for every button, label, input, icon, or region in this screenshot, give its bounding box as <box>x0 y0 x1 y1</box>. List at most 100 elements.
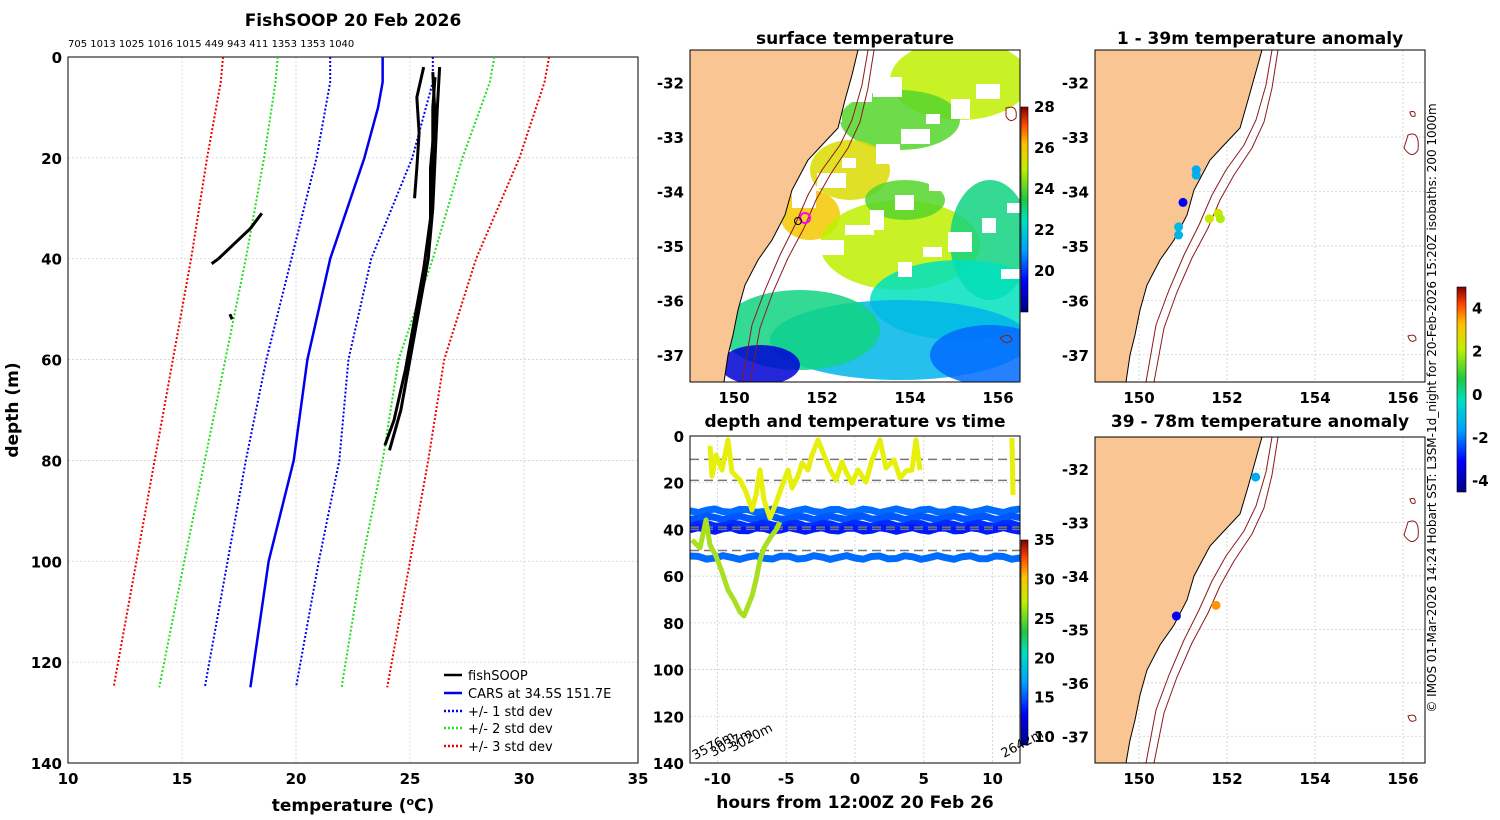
profile-ytick-2: 40 <box>41 251 62 269</box>
anomaly1-point-4 <box>1191 165 1201 175</box>
sst-gap-6 <box>848 92 872 102</box>
sst-gap-19 <box>817 173 846 188</box>
anomaly1-xtick-3: 156 <box>1387 389 1418 407</box>
surface-frame <box>689 49 1021 383</box>
ts-ytick-4: 80 <box>663 615 684 633</box>
profile-xtick-4: 30 <box>514 770 535 788</box>
anomaly2-points <box>1171 472 1261 621</box>
profile-xtick-3: 25 <box>400 770 421 788</box>
sst-gap-16 <box>898 262 912 277</box>
anomaly-cb-tick-0: 4 <box>1472 300 1482 318</box>
anomaly2-point-0 <box>1251 472 1261 482</box>
sst-gap-17 <box>951 99 970 119</box>
profile-legend: fishSOOP CARS at 34.5S 151.7E +/- 1 std … <box>436 664 636 762</box>
profile-frame <box>67 56 639 764</box>
profile-ylabel: depth (m) <box>3 362 23 457</box>
legend-std3: +/- 3 std dev <box>468 740 553 755</box>
anomaly2-title: 39 - 78m temperature anomaly <box>1111 412 1409 432</box>
timeseries-traces <box>690 458 1020 563</box>
anomaly1-xtick-1: 152 <box>1211 389 1242 407</box>
ts-ytick-0: 0 <box>674 428 684 446</box>
sst-gap-2 <box>876 144 900 164</box>
anomaly2-isobath-1000 <box>1153 437 1279 763</box>
anomaly1-point-2 <box>1178 197 1188 207</box>
anomaly1-island-isobath <box>1403 133 1419 155</box>
profile-xtick-5: 35 <box>628 770 649 788</box>
anomaly2-island-isobath-south <box>1407 714 1417 722</box>
timeseries-upper-trace <box>707 437 923 521</box>
ts-trace-4 <box>690 552 1020 563</box>
anomaly-colorbar-ticks: 4 2 0 -2 -4 <box>1472 300 1489 491</box>
legend-std1: +/- 1 std dev <box>468 705 553 720</box>
sst-gap-15 <box>845 225 874 235</box>
ts-xtick-2: 0 <box>850 770 860 788</box>
sst-gap-27 <box>1001 269 1020 279</box>
timeseries-colorbar <box>1020 539 1029 746</box>
anomaly2-ytick-4: -36 <box>1062 675 1089 693</box>
ts-ytick-7: 140 <box>653 755 684 773</box>
timeseries-dive-trace <box>690 517 783 619</box>
surface-ytick-5: -37 <box>657 347 684 365</box>
profile-ytick-3: 60 <box>41 352 62 370</box>
profile-ytick-1: 20 <box>41 150 62 168</box>
surface-ytick-1: -33 <box>657 129 684 147</box>
profile-xlabel: temperature (oC) <box>272 795 435 817</box>
anomaly2-isobath-200 <box>1145 437 1273 763</box>
surface-title: surface temperature <box>756 29 954 49</box>
surface-cb-tick-4: 28 <box>1034 98 1055 116</box>
anomaly1-point-5 <box>1204 214 1214 224</box>
anomaly2-ytick-3: -35 <box>1062 621 1089 639</box>
right-caption: © IMOS 01-Mar-2026 14:24 Hobart SST: L3S… <box>1425 103 1439 712</box>
sst-patch-10 <box>720 345 800 382</box>
fishsoop-profile-3 <box>429 77 437 219</box>
surface-cb-tick-0: 20 <box>1034 262 1055 280</box>
sst-gap-24 <box>842 158 856 168</box>
anomaly2-xtick-2: 154 <box>1299 770 1330 788</box>
sst-gap-18 <box>1004 136 1020 146</box>
surface-colorbar-ticks: 20 22 24 26 28 <box>1034 98 1055 280</box>
surface-ytick-3: -35 <box>657 238 684 256</box>
surface-land <box>690 50 859 382</box>
anomaly-colorbar <box>1456 286 1467 493</box>
std1-upper-line <box>203 57 332 688</box>
sst-gap-14 <box>792 188 816 208</box>
profile-ytick-5: 100 <box>31 553 62 571</box>
ts-cb-tick-4: 30 <box>1034 570 1055 588</box>
anomaly2-map-body <box>1095 437 1425 763</box>
profile-xtick-2: 20 <box>286 770 307 788</box>
ts-ytick-2: 40 <box>663 521 684 539</box>
anomaly1-ticks: 150 152 154 156 -32 -33 -34 -35 -36 -37 <box>1062 75 1419 407</box>
anomaly1-island-isobath-south <box>1407 334 1417 342</box>
ts-ytick-5: 100 <box>653 662 684 680</box>
anomaly-map-1-panel: 1 - 39m temperature anomaly 150 152 154 156… <box>1062 29 1426 407</box>
surface-ytick-2: -34 <box>657 184 684 202</box>
sst-gap-13 <box>979 151 998 166</box>
anomaly2-xtick-3: 156 <box>1387 770 1418 788</box>
std1-lower-line <box>295 57 434 688</box>
ts-ytick-3: 60 <box>663 568 684 586</box>
sst-gap-11 <box>873 77 902 97</box>
anomaly1-xtick-2: 154 <box>1299 389 1330 407</box>
profile-ytick-6: 120 <box>31 654 62 672</box>
std3-lower-line <box>386 57 551 688</box>
fishsoop-profile-5 <box>228 313 234 320</box>
anomaly1-island-isobath-small <box>1409 111 1416 117</box>
anomaly1-ytick-4: -36 <box>1062 292 1089 310</box>
anomaly2-ticks: 150 152 154 156 -32 -33 -34 -35 -36 -37 <box>1062 461 1419 788</box>
profile-ticks: 10 15 20 25 30 35 0 20 40 60 80 100 120 140 <box>31 49 649 788</box>
sst-gap-4 <box>982 218 996 233</box>
sst-gap-20 <box>870 210 884 230</box>
anomaly2-point-2 <box>1211 600 1221 610</box>
ts-trace-1 <box>690 512 1020 524</box>
anomaly2-land <box>1095 437 1263 763</box>
anomaly-map-2-panel: 39 - 78m temperature anomaly 150 152 154 15… <box>1062 412 1426 788</box>
surface-map-panel: surface temperature 150 152 154 156 -32 -33 -3… <box>657 29 1055 407</box>
surface-ytick-4: -36 <box>657 292 684 310</box>
ts-trace-0 <box>690 505 1020 517</box>
ts-cb-tick-0: 10 <box>1034 728 1055 746</box>
profile-xtick-0: 10 <box>58 770 79 788</box>
depth-counts-row: 705 1013 1025 1016 1015 449 943 411 1353… <box>68 39 354 50</box>
timeseries-frame <box>689 435 1021 764</box>
legend-std2: +/- 2 std dev <box>468 722 553 737</box>
